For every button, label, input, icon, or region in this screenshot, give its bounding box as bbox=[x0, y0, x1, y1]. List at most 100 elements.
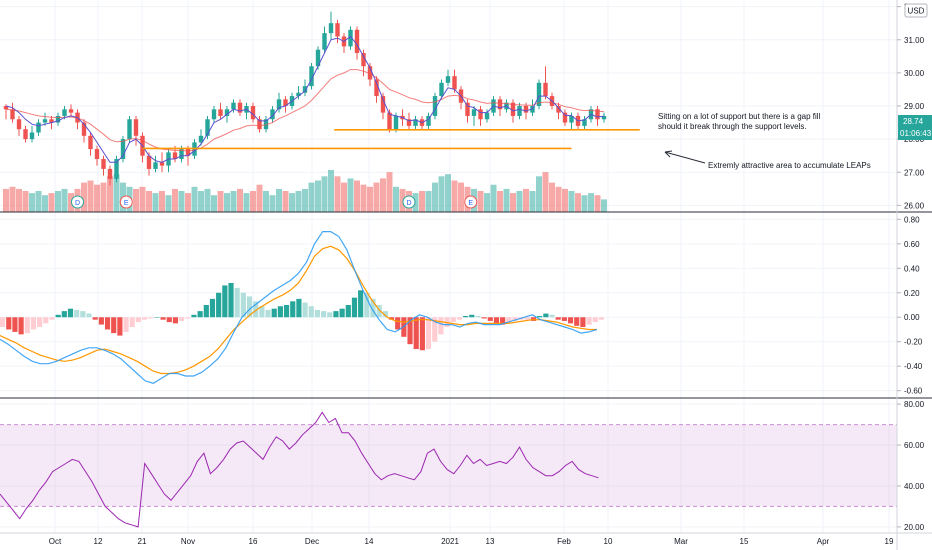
macd-tick-label: 0.60 bbox=[904, 240, 920, 249]
volume-bar bbox=[107, 176, 113, 212]
grid bbox=[0, 0, 897, 533]
candle-body bbox=[484, 112, 490, 120]
annotation-arrow bbox=[664, 150, 706, 164]
candle-body bbox=[263, 119, 269, 130]
macd-histogram-bar bbox=[197, 311, 203, 318]
macd-histogram-bar bbox=[135, 317, 141, 323]
macd-histogram-bar bbox=[123, 317, 129, 332]
macd-histogram-bar bbox=[351, 297, 358, 318]
annotation-gap-fill-2: should it break through the support leve… bbox=[658, 122, 807, 131]
macd-histogram-bar bbox=[395, 317, 401, 330]
macd-histogram-bar bbox=[438, 317, 444, 335]
volume-bar bbox=[172, 188, 178, 212]
x-tick-label: 2021 bbox=[441, 537, 459, 546]
candle-body bbox=[185, 149, 191, 156]
volume-bar bbox=[269, 195, 276, 212]
macd-histogram-bar bbox=[0, 317, 6, 328]
macd-histogram-bar bbox=[376, 305, 382, 318]
event-marker[interactable] bbox=[119, 195, 133, 209]
volume-bar bbox=[48, 193, 55, 212]
volume-bar bbox=[256, 184, 263, 212]
macd-histogram-bar bbox=[253, 301, 259, 318]
macd-histogram-bar bbox=[148, 317, 154, 319]
candle-body bbox=[62, 109, 67, 116]
event-marker[interactable] bbox=[71, 195, 84, 209]
event-marker-label: E bbox=[468, 200, 473, 207]
currency-badge[interactable] bbox=[904, 3, 928, 18]
volume-bar bbox=[250, 191, 256, 212]
rsi-band-lines bbox=[0, 424, 897, 507]
macd-histogram-bar bbox=[549, 314, 555, 318]
candle-body bbox=[120, 139, 126, 159]
macd-histogram-bar bbox=[382, 311, 388, 318]
x-axis[interactable]: Oct 12 21 Nov 16 Dec 14 2021 13 Feb 10 Mar 15 Apr 19 bbox=[49, 537, 894, 546]
candle-body bbox=[257, 119, 262, 130]
macd-histogram-bar bbox=[216, 292, 222, 318]
macd-histogram-bar bbox=[49, 317, 55, 320]
macd-tick-label: 0.80 bbox=[904, 215, 920, 224]
x-tick-label: 12 bbox=[94, 537, 103, 546]
candle-body bbox=[445, 76, 451, 83]
volume-bar bbox=[367, 186, 373, 212]
event-marker[interactable] bbox=[464, 195, 478, 209]
macd-histogram-bar bbox=[308, 306, 314, 318]
candle-body bbox=[29, 132, 35, 140]
macd-histogram-bar bbox=[407, 317, 413, 345]
x-tick-label: 14 bbox=[365, 537, 374, 546]
macd-tick-label: -0.40 bbox=[904, 362, 923, 371]
macd-histogram-bar bbox=[104, 317, 111, 330]
macd-histogram-bar bbox=[191, 314, 197, 318]
candle-body bbox=[315, 49, 321, 67]
macd-histogram-bar bbox=[530, 317, 537, 321]
candle-body bbox=[114, 159, 119, 179]
macd-histogram-bar bbox=[537, 316, 543, 318]
ema-fast-line bbox=[5, 35, 605, 163]
volume-bar bbox=[529, 191, 536, 212]
macd-histogram-bar bbox=[141, 317, 148, 320]
volume-bar bbox=[282, 191, 289, 212]
macd-histogram-bar bbox=[512, 317, 518, 321]
candle-body bbox=[556, 106, 561, 113]
volume-bar bbox=[445, 174, 451, 212]
x-tick-label: Mar bbox=[674, 537, 688, 546]
candle-body bbox=[413, 119, 418, 126]
volume-bar bbox=[9, 186, 16, 212]
volume-bar bbox=[276, 188, 282, 212]
volume-bar bbox=[315, 180, 321, 212]
macd-histogram-bar bbox=[154, 317, 160, 318]
volume-bar bbox=[575, 193, 581, 212]
volume-bar bbox=[185, 193, 191, 212]
volume-bar bbox=[341, 182, 347, 212]
volume-bar bbox=[484, 193, 490, 212]
macd-histogram-bar bbox=[234, 287, 240, 318]
macd-tick-label: 0.20 bbox=[904, 289, 920, 298]
candle-body bbox=[335, 23, 340, 37]
rsi-band bbox=[0, 424, 897, 507]
macd-histogram-bar bbox=[333, 311, 339, 318]
macd-histogram-bar bbox=[166, 317, 172, 323]
volume-bar bbox=[237, 188, 243, 212]
volume-bar bbox=[61, 188, 68, 212]
macd-histogram-bar bbox=[296, 298, 302, 318]
event-marker[interactable] bbox=[402, 195, 416, 209]
x-tick-label: 19 bbox=[885, 537, 894, 546]
candle-body bbox=[49, 119, 54, 123]
macd-histogram-bar bbox=[203, 305, 209, 318]
macd-histogram-bar bbox=[493, 317, 500, 324]
macd-histogram-bar bbox=[413, 317, 419, 350]
annotation-leaps: Extremly attractive area to accumulate L… bbox=[708, 161, 871, 170]
macd-histogram-bar bbox=[339, 308, 345, 318]
volume-bar bbox=[295, 191, 302, 212]
candle-body bbox=[517, 106, 522, 116]
macd-histogram-bar bbox=[259, 306, 265, 318]
candle-body bbox=[231, 102, 236, 110]
macd-histogram-bar bbox=[265, 309, 271, 318]
volume-bar bbox=[386, 172, 393, 212]
candle-body bbox=[309, 66, 314, 87]
volume-bar bbox=[510, 193, 516, 212]
candle-body bbox=[153, 162, 158, 169]
volume-bar bbox=[412, 193, 419, 212]
macd-signal-line bbox=[0, 245, 597, 375]
volume-bar bbox=[555, 186, 562, 212]
